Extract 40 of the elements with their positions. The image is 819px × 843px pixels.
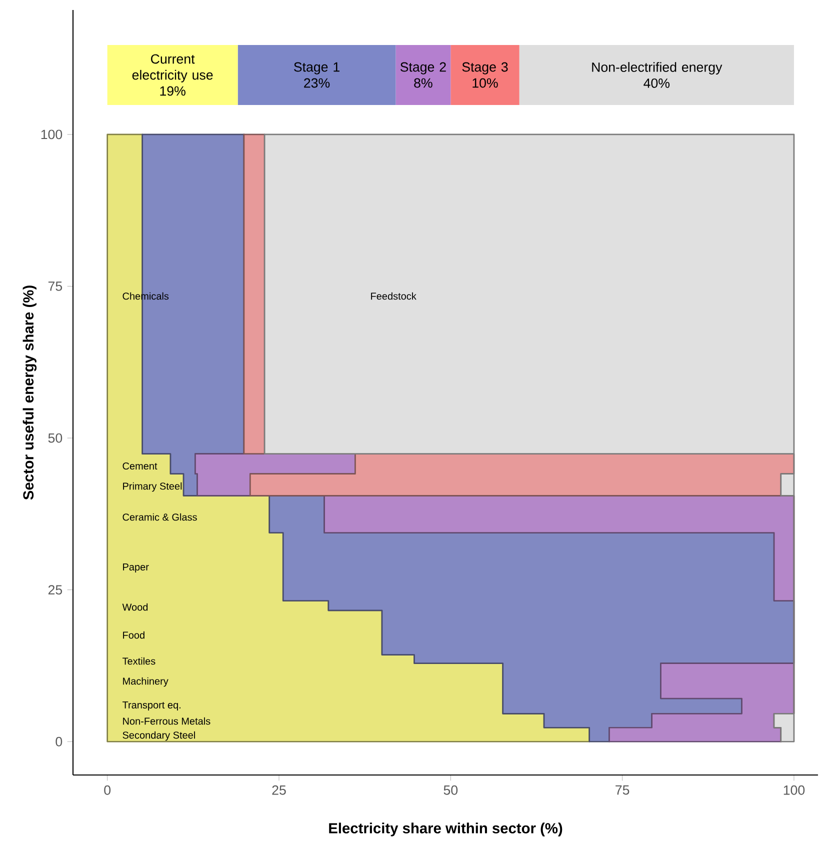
bar	[450, 44, 520, 105]
y-axis-title: Sector useful energy share (%)	[22, 286, 37, 500]
x-tick-label: 50	[444, 785, 458, 795]
data-label: 8%	[414, 78, 432, 88]
series-label: Stage 3	[462, 62, 508, 74]
y-tick-label: 100	[41, 130, 62, 140]
y-tick-label: 25	[48, 585, 62, 595]
x-tick-label: 0	[104, 785, 111, 795]
annotation: Wood	[122, 603, 148, 611]
bar	[238, 44, 396, 105]
x-tick-label: 100	[784, 785, 805, 795]
annotation: Transport eq.	[122, 702, 180, 710]
annotation: Chemicals	[122, 292, 169, 300]
bar	[396, 44, 451, 105]
annotation: Secondary Steel	[122, 731, 195, 741]
annotation: Non-Ferrous Metals	[123, 717, 210, 725]
annotation: Paper	[123, 564, 149, 572]
series-label: Non-electrified energy	[592, 62, 722, 75]
annotation: Food	[123, 631, 144, 639]
series-label: Stage 2	[400, 62, 446, 74]
y-tick-label: 75	[48, 282, 62, 291]
data-label: 19%	[160, 86, 186, 96]
y-tick-label: 0	[56, 736, 62, 746]
bar	[519, 44, 794, 105]
data-label: 23%	[304, 78, 330, 88]
x-tick-label: 25	[272, 785, 286, 795]
annotation: Feedstock	[371, 292, 416, 300]
series-label: Stage 1	[294, 62, 340, 74]
x-axis-title: Electricity share within sector (%)	[329, 822, 562, 836]
annotation: Ceramic & Glass	[122, 513, 197, 521]
annotation: Textiles	[122, 657, 156, 665]
x-tick-label: 75	[616, 785, 630, 795]
data-label: 40%	[644, 78, 670, 88]
y-tick-label: 50	[48, 433, 62, 443]
annotation: Machinery	[123, 677, 168, 687]
annotation: Cement	[122, 462, 158, 470]
series-label: Current electricity use	[132, 54, 213, 82]
annotation: Primary Steel	[123, 482, 182, 492]
data-label: 10%	[472, 78, 498, 88]
bar	[107, 44, 238, 105]
